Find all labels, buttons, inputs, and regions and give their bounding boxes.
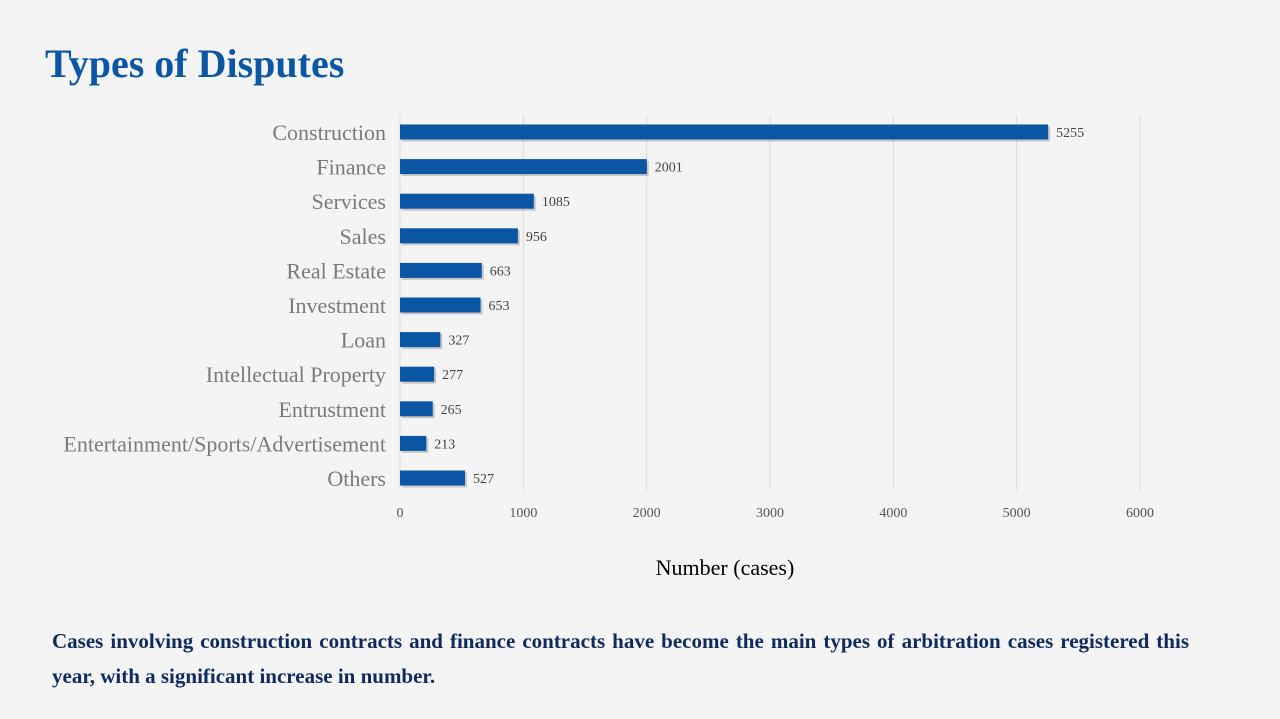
x-tick-label: 0 — [397, 506, 404, 521]
page-title: Types of Disputes — [45, 41, 345, 86]
bar — [400, 193, 534, 209]
x-tick-label: 2000 — [633, 506, 661, 521]
bar — [400, 262, 482, 278]
bar — [400, 401, 433, 417]
category-label: Entertainment/Sports/Advertisement — [63, 431, 386, 456]
category-label: Services — [311, 189, 386, 214]
data-label: 213 — [434, 437, 455, 452]
x-tick-label: 6000 — [1126, 506, 1154, 521]
bar — [400, 297, 481, 313]
data-label: 2001 — [655, 161, 683, 176]
x-tick-label: 5000 — [1003, 506, 1031, 521]
bar-chart: 0 1000 2000 3000 4000 5000 6000 Construction 525… — [0, 100, 1280, 600]
category-label: Construction — [272, 120, 386, 145]
category-label: Sales — [340, 224, 386, 249]
category-label: Finance — [316, 155, 386, 180]
data-label: 327 — [448, 334, 469, 349]
caption-text: Cases involving construction contracts a… — [52, 629, 1189, 688]
data-label: 956 — [526, 230, 547, 245]
category-label: Intellectual Property — [206, 362, 386, 387]
data-label: 1085 — [542, 195, 570, 210]
bar — [400, 124, 1049, 140]
data-label: 5255 — [1056, 126, 1084, 141]
x-tick-label: 3000 — [756, 506, 784, 521]
data-label: 265 — [441, 403, 462, 418]
chart-plot: 0 1000 2000 3000 4000 5000 6000 Construction 525… — [63, 115, 1154, 521]
x-tick-label: 1000 — [509, 506, 537, 521]
data-label: 663 — [490, 264, 511, 279]
category-label: Real Estate — [286, 258, 386, 283]
bar — [400, 435, 427, 451]
category-label: Loan — [341, 328, 386, 353]
bar — [400, 470, 465, 486]
category-label: Entrustment — [278, 397, 386, 422]
bar — [400, 366, 435, 382]
x-tick-label: 4000 — [879, 506, 907, 521]
bar — [400, 332, 441, 348]
x-axis-label: Number (cases) — [655, 555, 795, 580]
data-label: 653 — [489, 299, 510, 314]
data-label: 277 — [442, 368, 463, 383]
bar — [400, 159, 647, 175]
category-label: Investment — [288, 293, 386, 318]
category-label: Others — [327, 466, 386, 491]
data-label: 527 — [473, 472, 494, 487]
bar — [400, 228, 518, 244]
